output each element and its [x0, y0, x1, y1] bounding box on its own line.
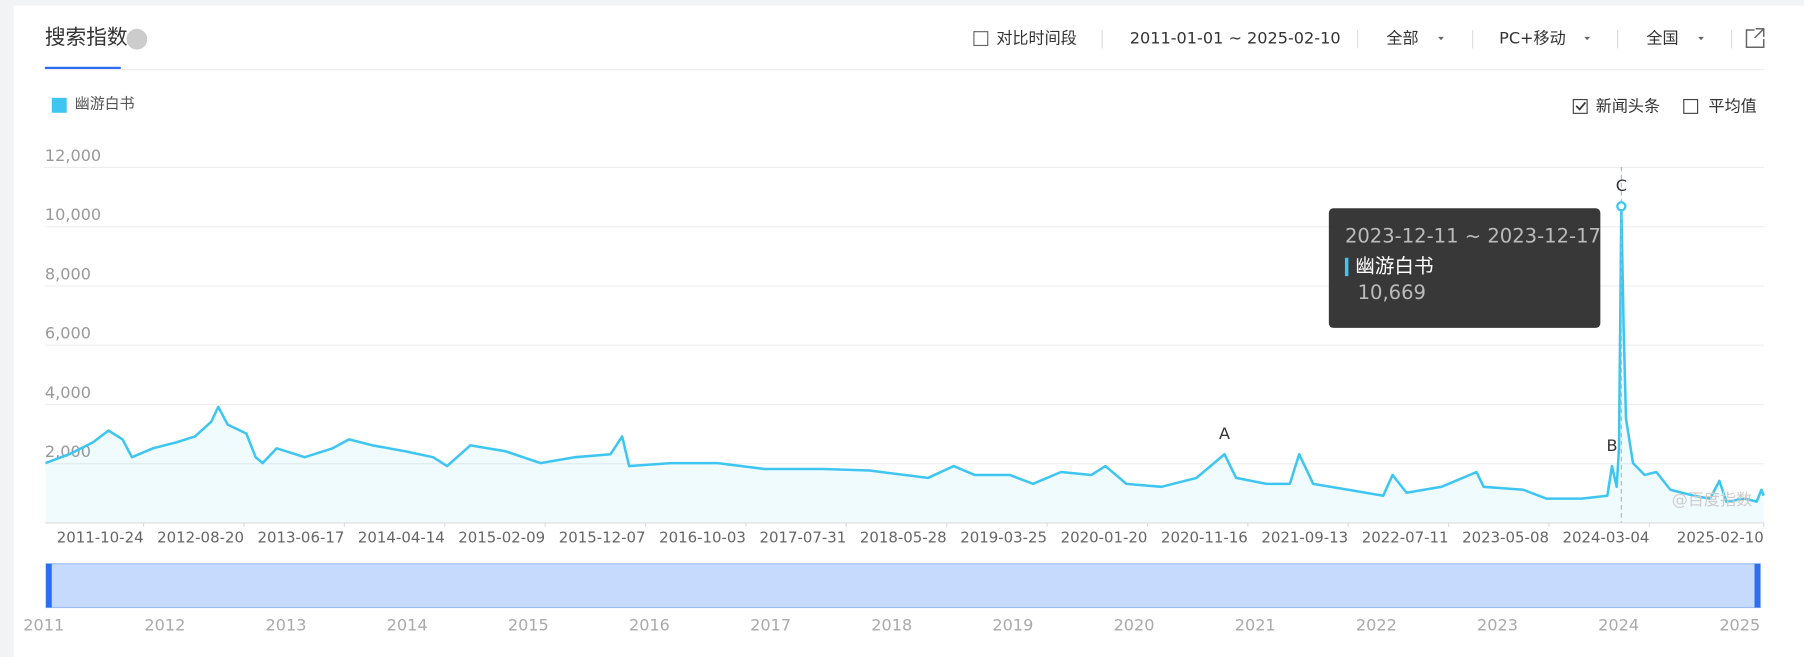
average-label[interactable]: 平均值: [1709, 97, 1757, 116]
tooltip-swatch: [1344, 257, 1349, 277]
x-tick-label: 2013-06-17: [258, 528, 345, 546]
legend-swatch: [51, 97, 67, 113]
navigator-year: 2012: [144, 615, 185, 634]
x-tick-label: 2015-12-07: [559, 528, 646, 546]
watermark: @百度指数: [1672, 490, 1752, 509]
x-tick-label: 2021-09-13: [1261, 528, 1348, 546]
y-tick-label: 8,000: [45, 265, 91, 284]
navigator-year: 2015: [508, 615, 549, 634]
annotation: A: [1219, 424, 1230, 443]
navigator-year: 2017: [750, 615, 791, 634]
dropdown-arrow: [1698, 36, 1704, 41]
line: [45, 205, 1765, 503]
navigator-year: 2014: [387, 615, 428, 634]
y-tick-label: 12,000: [45, 146, 101, 165]
x-tick-label: 2011-10-24: [57, 528, 144, 546]
dropdown-arrow: [1438, 36, 1444, 41]
navigator-year: 2019: [992, 615, 1033, 634]
navigator-year: 2013: [266, 615, 307, 634]
checkbox[interactable]: [1683, 98, 1699, 114]
help-icon[interactable]: [126, 28, 148, 50]
navigator-year: 2024: [1598, 615, 1639, 634]
title: 搜索指数: [45, 25, 128, 49]
hover-point: [1616, 201, 1627, 212]
panel: [13, 5, 1804, 657]
x-tick-label: 2019-03-25: [960, 528, 1047, 546]
navigator-year: 2021: [1235, 615, 1276, 634]
region-select[interactable]: 全国: [1646, 29, 1678, 48]
x-tick-label: 2018-05-28: [860, 528, 947, 546]
checkbox[interactable]: [973, 31, 989, 47]
compare-label[interactable]: 对比时间段: [996, 29, 1076, 48]
navigator-handle[interactable]: [1754, 563, 1761, 608]
x-tick-label: 2024-03-04: [1563, 528, 1650, 546]
annotation: B: [1606, 436, 1617, 455]
device-select[interactable]: PC+移动: [1499, 29, 1566, 48]
source-select[interactable]: 全部: [1386, 29, 1418, 48]
navigator-handle[interactable]: [46, 563, 52, 608]
checkmark: [1575, 101, 1587, 111]
navigator-year: 2020: [1114, 615, 1155, 634]
export-icon[interactable]: [1745, 28, 1765, 48]
navigator-year: 2011: [23, 615, 64, 634]
y-tick-label: 4,000: [45, 383, 91, 402]
tab-underline: [44, 66, 121, 70]
area: [45, 206, 1764, 523]
x-tick-label: 2014-04-14: [358, 528, 445, 546]
y-tick-label: 10,000: [45, 205, 101, 224]
navigator-year: 2025: [1719, 615, 1760, 634]
x-tick-label: 2015-02-09: [458, 528, 545, 546]
legend-label[interactable]: 幽游白书: [75, 95, 135, 113]
news-label[interactable]: 新闻头条: [1596, 97, 1660, 116]
x-tick-label: 2020-01-20: [1061, 528, 1148, 546]
y-tick-label: 6,000: [45, 324, 91, 343]
tooltip-name: 幽游白书: [1355, 254, 1433, 277]
separators: [1101, 29, 1733, 49]
x-tick-label: 2016-10-03: [659, 528, 746, 546]
navigator-year: 2018: [871, 615, 912, 634]
navigator-band[interactable]: [45, 563, 1761, 609]
x-tick-label: 2023-05-08: [1462, 528, 1549, 546]
navigator-year: 2023: [1477, 615, 1518, 634]
x-tick-label: 2020-11-16: [1161, 528, 1248, 546]
date-range[interactable]: 2011-01-01 ~ 2025-02-10: [1130, 29, 1341, 48]
x-tick-label: 2025-02-10: [1677, 528, 1764, 546]
x-tick-label: 2012-08-20: [157, 528, 244, 546]
dropdown-arrow: [1584, 36, 1591, 41]
x-tick-label: 2017-07-31: [759, 528, 846, 546]
y-tick-label: 2,000: [45, 442, 91, 461]
tooltip: [1328, 208, 1601, 328]
tooltip-title: 2023-12-11 ~ 2023-12-17: [1345, 225, 1601, 248]
navigator-year: 2016: [629, 615, 670, 634]
tooltip-value: 10,669: [1358, 281, 1426, 304]
checkbox-checked[interactable]: [1572, 98, 1588, 114]
x-tick-label: 2022-07-11: [1362, 528, 1449, 546]
navigator-year: 2022: [1356, 615, 1397, 634]
